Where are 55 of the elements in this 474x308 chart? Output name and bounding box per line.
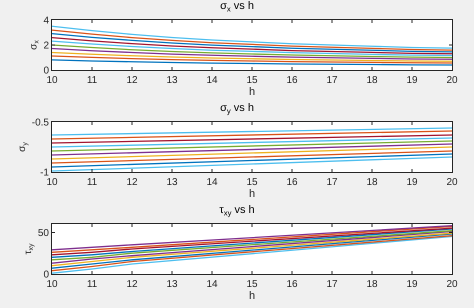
x-tick-label: 11 [86,75,98,86]
x-axis-title: h [248,86,256,98]
x-tick-label: 20 [446,75,458,86]
y-tick-label: -0.5 [32,118,50,128]
x-tick-label: 18 [366,75,378,86]
x-tick-label: 12 [126,177,138,188]
x-tick-label: 20 [446,279,458,290]
y-tick-label: 0 [43,66,50,76]
line-series [52,44,452,58]
line-series [52,52,452,62]
line-series [52,55,452,64]
y-tick-label: 2 [43,40,50,52]
y-tick-label: -1 [40,168,50,178]
line-series [52,48,452,60]
x-tick-label: 17 [326,279,338,290]
chart-title: τ$_{xy}$ vs h [219,204,255,218]
chart-title: σ$_{x}$ vs h [220,0,254,14]
x-tick-label: 14 [206,177,218,188]
x-tick-label: 10 [46,75,58,86]
x-tick-label: 16 [286,75,298,86]
x-tick-label: 11 [86,279,98,290]
chart-title: σ$_{y}$ vs h [220,102,254,116]
x-tick-label: 16 [286,279,298,290]
x-tick-label: 15 [246,75,258,86]
x-tick-label: 13 [166,75,178,86]
x-tick-label: 15 [246,279,258,290]
line-series [52,26,452,49]
x-axis-title: h [248,290,256,302]
line-series [52,29,452,51]
x-tick-label: 20 [446,177,458,188]
y-tick-label: 4 [43,16,50,26]
x-tick-label: 13 [166,177,178,188]
x-tick-label: 12 [126,75,138,86]
line-series [52,32,452,53]
line-series [52,36,452,54]
x-axis-title: h [248,188,256,200]
x-tick-label: 14 [206,279,218,290]
x-tick-label: 19 [406,279,418,290]
x-tick-label: 17 [326,75,338,86]
x-tick-label: 16 [286,177,298,188]
x-tick-label: 10 [46,177,58,188]
y-tick-label: 50 [38,228,50,239]
x-tick-label: 10 [46,279,58,290]
y-tick-label: 0 [43,270,50,280]
x-tick-label: 15 [246,177,258,188]
x-tick-label: 11 [86,177,98,188]
x-tick-label: 19 [406,177,418,188]
x-tick-label: 18 [366,279,378,290]
x-tick-label: 17 [326,177,338,188]
x-tick-label: 18 [366,177,378,188]
x-tick-label: 13 [166,279,178,290]
x-tick-label: 12 [126,279,138,290]
line-series [52,40,452,56]
x-tick-label: 19 [406,75,418,86]
x-tick-label: 14 [206,75,218,86]
